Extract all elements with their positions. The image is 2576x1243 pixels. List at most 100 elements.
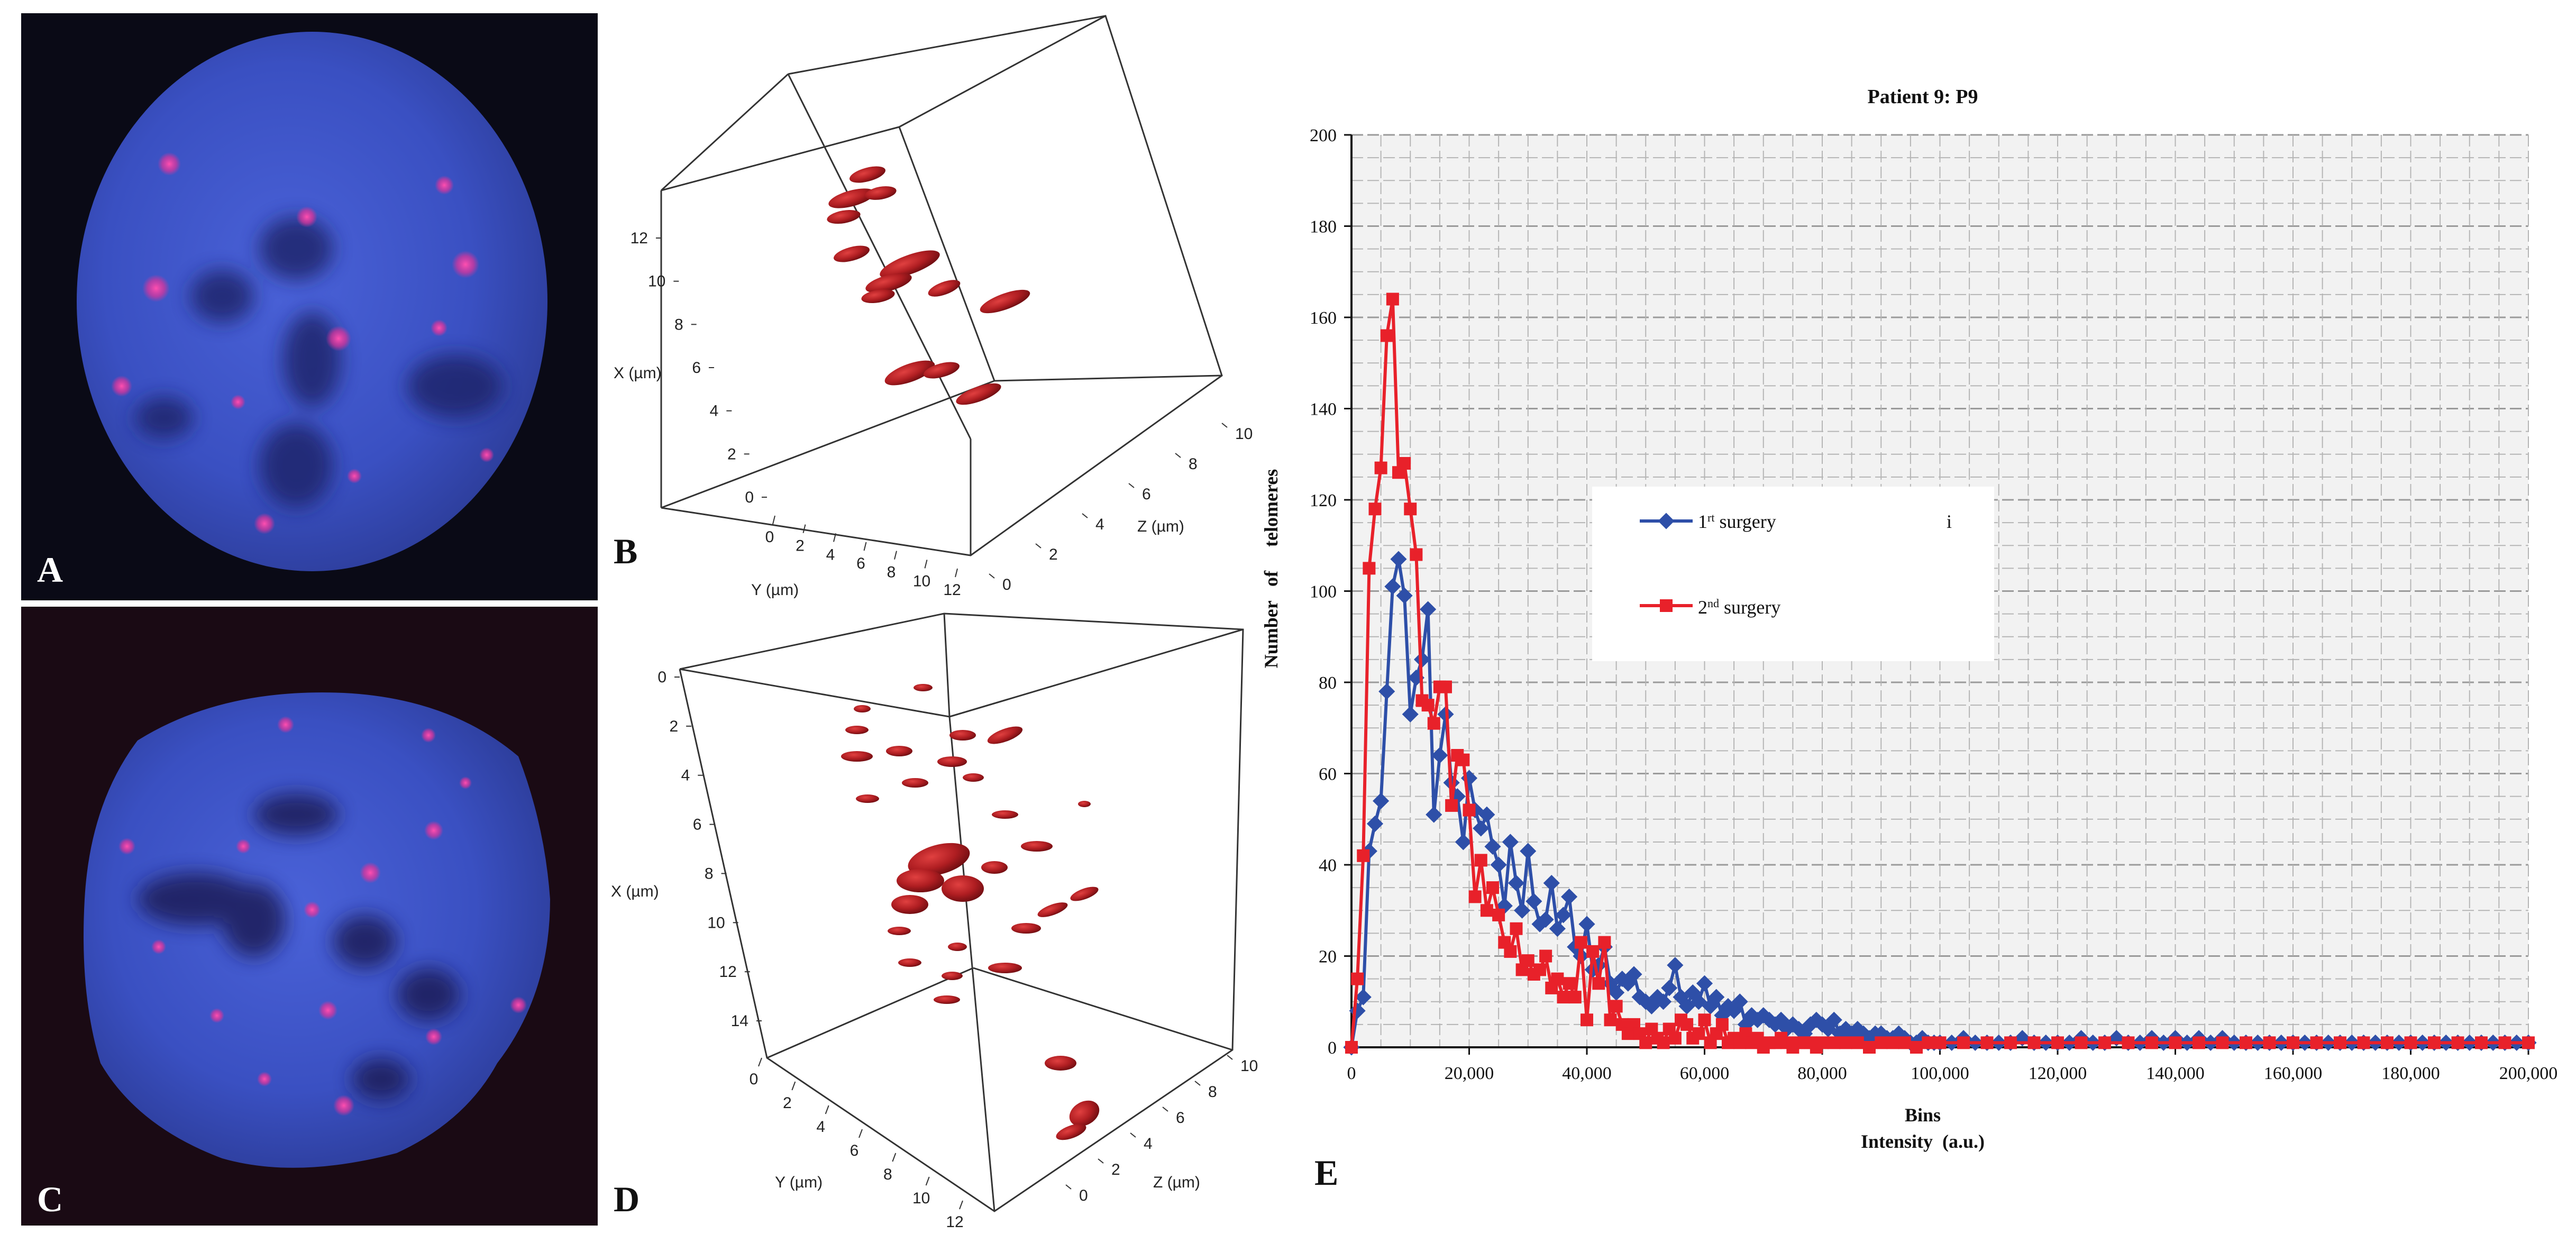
series-1-point (1549, 920, 1566, 937)
panel-b-z-tick-label: 0 (1002, 576, 1011, 593)
x-tick-label: 40,000 (1562, 1064, 1612, 1083)
legend-marker-series1 (1658, 513, 1675, 529)
legend-label-series2: 2nd surgery (1698, 597, 1780, 618)
panel-b-y-axis-label: Y (µm) (751, 581, 799, 599)
series-2-point (1457, 753, 1470, 766)
x-tick-label: 200,000 (2499, 1064, 2558, 1083)
series-2-point (1421, 699, 1435, 712)
panel-d-3d-plot: 0 2 4 6 8 10 12 14 0 2 4 6 8 10 12 0 2 4 6 8 10 X (µm) Y (… (611, 613, 1258, 1231)
series-2-point (2216, 1036, 2229, 1049)
panel-b-y-tick-label: 12 (943, 581, 961, 599)
panel-b-z-tick-mark (1221, 423, 1228, 428)
y-axis-label: Number of telomeres (1260, 469, 1282, 669)
y-tick-label: 20 (1319, 947, 1337, 967)
panel-d-x-axis-label: X (µm) (611, 883, 659, 900)
series-1-point (1525, 893, 1542, 910)
panel-d-x-tick-label: 10 (707, 914, 725, 931)
panel-b-x-tick-label: 6 (692, 359, 701, 377)
panel-d-y-tick-mark (825, 1105, 829, 1114)
panel-d-x-tick-label: 4 (681, 767, 690, 784)
series-2-point (2498, 1036, 2511, 1049)
series-1-point (1520, 843, 1537, 860)
series-2-point (1380, 329, 1393, 342)
panel-b-z-tick-label: 4 (1095, 516, 1104, 533)
series-2-point (1668, 1031, 1682, 1045)
panel-d-y-tick-mark (925, 1176, 930, 1186)
series-2-point (1492, 908, 1505, 921)
panel-b-box-frame (660, 15, 1223, 556)
x-tick-label: 60,000 (1680, 1064, 1730, 1083)
panel-b-y-tick-label: 4 (826, 546, 835, 563)
panel-b-z-tick-label: 8 (1189, 455, 1198, 473)
panel-b-z-tick-mark (989, 573, 995, 579)
y-tick-label: 140 (1310, 400, 1337, 419)
panel-e-chart: Patient 9: P9 0 20 40 60 80 100 120 140 160 180 20… (1260, 86, 2557, 1193)
panel-d-y-axis-label: Y (µm) (775, 1174, 823, 1191)
series-1-point (1484, 838, 1501, 855)
series-2-point (1898, 1036, 1911, 1049)
panel-b-y-tick-mark (772, 515, 775, 525)
series-2-point (1439, 680, 1452, 693)
panel-b-z-tick-label: 2 (1049, 546, 1058, 563)
panel-b-x-tick-label: 10 (648, 273, 665, 290)
panel-a-micrograph: A (21, 13, 598, 600)
panel-d-y-tick-label: 8 (883, 1166, 892, 1183)
series-2-point (1657, 1036, 1670, 1049)
series-2-point (1468, 890, 1482, 903)
series-2-point (1363, 562, 1376, 575)
panel-d-box-frame (679, 613, 1244, 1212)
series-1-point (1561, 888, 1578, 905)
panel-b-y-tick-mark (955, 568, 958, 578)
legend: 1rt surgery i 2nd surgery (1592, 487, 1994, 661)
panel-d-x-tick-label: 14 (731, 1012, 748, 1030)
x-tick-label: 80,000 (1797, 1064, 1847, 1083)
panel-c-micrograph: C (21, 607, 598, 1226)
panel-b-z-tick-label: 6 (1142, 486, 1151, 503)
series-2-point (1345, 1041, 1358, 1054)
panel-b-y-tick-mark (863, 542, 867, 551)
series-2-point (1604, 1013, 1617, 1027)
series-2-point (1957, 1036, 1970, 1049)
panel-d-x-tick-label: 0 (657, 669, 666, 686)
panel-d-y-tick-mark (858, 1129, 863, 1138)
legend-note: i (1947, 511, 1952, 532)
panel-d-z-tick-label: 2 (1111, 1161, 1120, 1178)
y-tick-label: 100 (1310, 582, 1337, 602)
panel-a-label: A (37, 550, 63, 590)
series-2-point (1474, 854, 1487, 867)
panel-d-y-ticks: 0 2 4 6 8 10 12 (750, 1057, 964, 1231)
y-ticks: 0 20 40 60 80 100 120 140 160 180 200 (1310, 126, 1351, 1058)
series-2-point (1480, 904, 1493, 917)
series-1-point (1378, 683, 1395, 700)
series-1-point (1426, 806, 1442, 823)
panel-c-dark-regions (138, 793, 460, 1100)
series-1-point (1502, 834, 1519, 851)
series-2-point (1510, 922, 1523, 935)
panel-d-z-tick-mark (1162, 1107, 1168, 1112)
series-2-point (2334, 1036, 2346, 1049)
panel-d-x-tick-label: 6 (693, 816, 702, 834)
series-2-point (1910, 1041, 1923, 1054)
panel-d-z-tick-label: 4 (1144, 1135, 1153, 1153)
panel-e-label: E (1314, 1153, 1338, 1193)
series-2-point (1568, 991, 1582, 1004)
panel-d-y-tick-label: 4 (816, 1118, 825, 1136)
series-2-point (1863, 1041, 1876, 1054)
series-1-point (1578, 916, 1595, 933)
series-2-point (1598, 936, 1611, 949)
series-1-point (1508, 874, 1525, 892)
series-1-point (1396, 587, 1413, 604)
series-2-point (2075, 1036, 2088, 1049)
y-tick-label: 40 (1319, 856, 1337, 875)
y-tick-label: 160 (1310, 308, 1337, 328)
panel-d-y-tick-label: 10 (912, 1190, 930, 1207)
panel-b-label: B (614, 531, 637, 571)
panel-b-3d-plot: 0 2 4 6 8 10 12 0 2 4 6 8 10 12 0 2 4 6 8 10 X (µm) Y (µm… (614, 15, 1253, 599)
series-2-point (2027, 1036, 2041, 1049)
series-2-point (1839, 1036, 1852, 1049)
panel-b-z-tick-mark (1128, 483, 1135, 488)
series-2-point (1427, 717, 1440, 730)
panel-d-y-tick-mark (959, 1200, 963, 1210)
panel-d-x-tick-label: 8 (705, 865, 714, 882)
panel-d-label: D (614, 1179, 640, 1219)
